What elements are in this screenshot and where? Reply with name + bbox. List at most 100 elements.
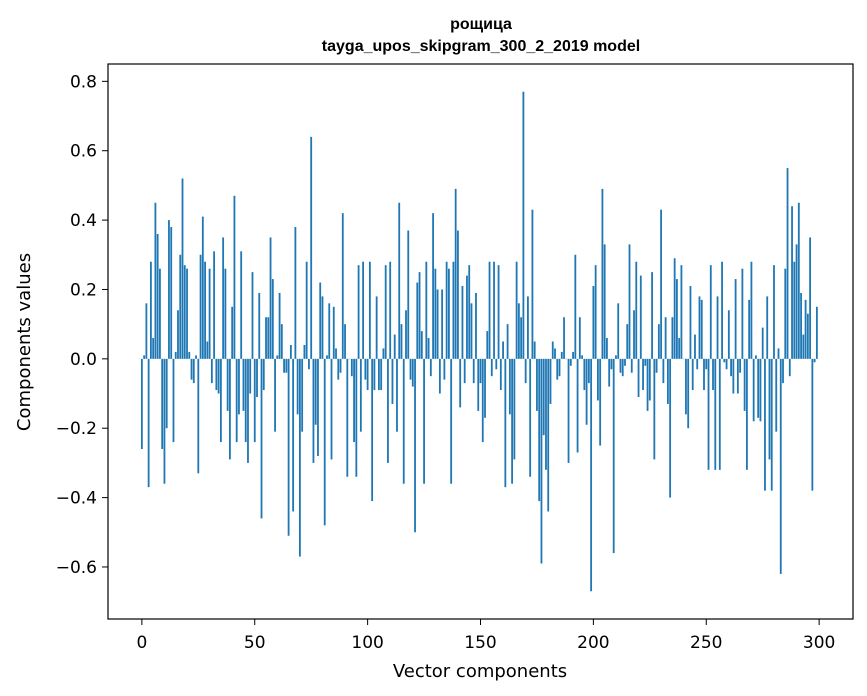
bar (793, 261, 796, 359)
bar (294, 227, 297, 359)
bar (265, 317, 267, 359)
bar (384, 265, 387, 359)
bar (511, 358, 514, 484)
bar (285, 358, 288, 373)
bar (531, 209, 534, 359)
bar (402, 358, 405, 484)
bar (587, 358, 590, 384)
bar (583, 358, 586, 391)
bar (233, 195, 236, 359)
bars-group (140, 91, 818, 592)
x-axis-label: Vector components (393, 661, 567, 682)
bar (174, 351, 177, 359)
bar (192, 358, 195, 384)
bar (461, 286, 464, 359)
bar (269, 237, 272, 359)
bar (786, 168, 789, 359)
bar (163, 358, 166, 484)
bar (811, 358, 814, 491)
bar (188, 351, 191, 359)
bar (335, 348, 337, 359)
plot-frame (107, 63, 854, 620)
bar (332, 306, 335, 359)
x-tick-label: 200 (577, 633, 609, 653)
bar (590, 358, 593, 592)
bar (204, 261, 206, 359)
bar (585, 358, 588, 425)
bar (472, 358, 475, 384)
bar (262, 358, 265, 391)
bar (323, 358, 326, 526)
bar (768, 358, 771, 460)
bar (475, 292, 477, 359)
bar (691, 358, 694, 391)
bar (366, 358, 369, 391)
bar (447, 268, 450, 359)
bar (165, 358, 168, 429)
bar (709, 265, 712, 359)
y-tick-label: 0.0 (70, 350, 97, 370)
bar (317, 358, 319, 456)
bar (644, 358, 647, 366)
bar (274, 358, 276, 432)
bar (757, 358, 760, 418)
bar (488, 261, 491, 359)
bar (195, 355, 197, 359)
y-tick-label: −0.6 (56, 558, 97, 578)
bar (694, 334, 696, 359)
bar (149, 261, 152, 359)
bar (215, 358, 218, 391)
bar (671, 317, 674, 359)
bar (346, 358, 349, 477)
bar (391, 358, 394, 404)
bar (574, 254, 577, 359)
bar (696, 358, 699, 370)
bar (156, 233, 159, 359)
bar (788, 358, 791, 377)
bar (224, 268, 227, 359)
bar (700, 299, 703, 359)
bar (177, 310, 179, 359)
bar (815, 306, 818, 359)
bar (718, 358, 721, 470)
bar (529, 358, 532, 477)
bar (242, 358, 245, 411)
bar (520, 317, 523, 359)
bar (782, 358, 784, 384)
chart-subtitle: tayga_upos_skipgram_300_2_2019 model (322, 38, 640, 55)
bar (319, 282, 322, 359)
bar (321, 296, 324, 359)
bar (581, 355, 583, 359)
bar (298, 358, 301, 557)
bar (445, 261, 448, 359)
bar (423, 358, 425, 484)
bar (244, 358, 247, 443)
bar (615, 355, 617, 359)
bar (344, 324, 346, 359)
bar (664, 317, 667, 359)
bar (219, 358, 222, 443)
y-tick-label: 0.8 (70, 72, 97, 92)
bar (639, 275, 642, 359)
bar (606, 338, 608, 359)
bar (235, 358, 238, 443)
y-tick-label: −0.4 (56, 489, 97, 509)
bar (256, 358, 258, 397)
bar (736, 358, 739, 394)
bar (172, 358, 175, 443)
bar (569, 358, 572, 366)
bar (226, 358, 229, 411)
bar (712, 358, 714, 391)
bar (689, 286, 692, 359)
bar (635, 261, 638, 359)
bar (703, 358, 705, 391)
y-axis: −0.6 −0.4 −0.2 0.0 0.2 0.4 0.6 0.8 (56, 72, 108, 578)
bar (727, 310, 730, 359)
x-tick-label: 250 (690, 633, 722, 653)
bar (271, 279, 274, 359)
bar (687, 358, 690, 429)
bar (454, 188, 457, 359)
bar (630, 358, 633, 373)
bar (610, 358, 613, 370)
bar (181, 178, 184, 359)
